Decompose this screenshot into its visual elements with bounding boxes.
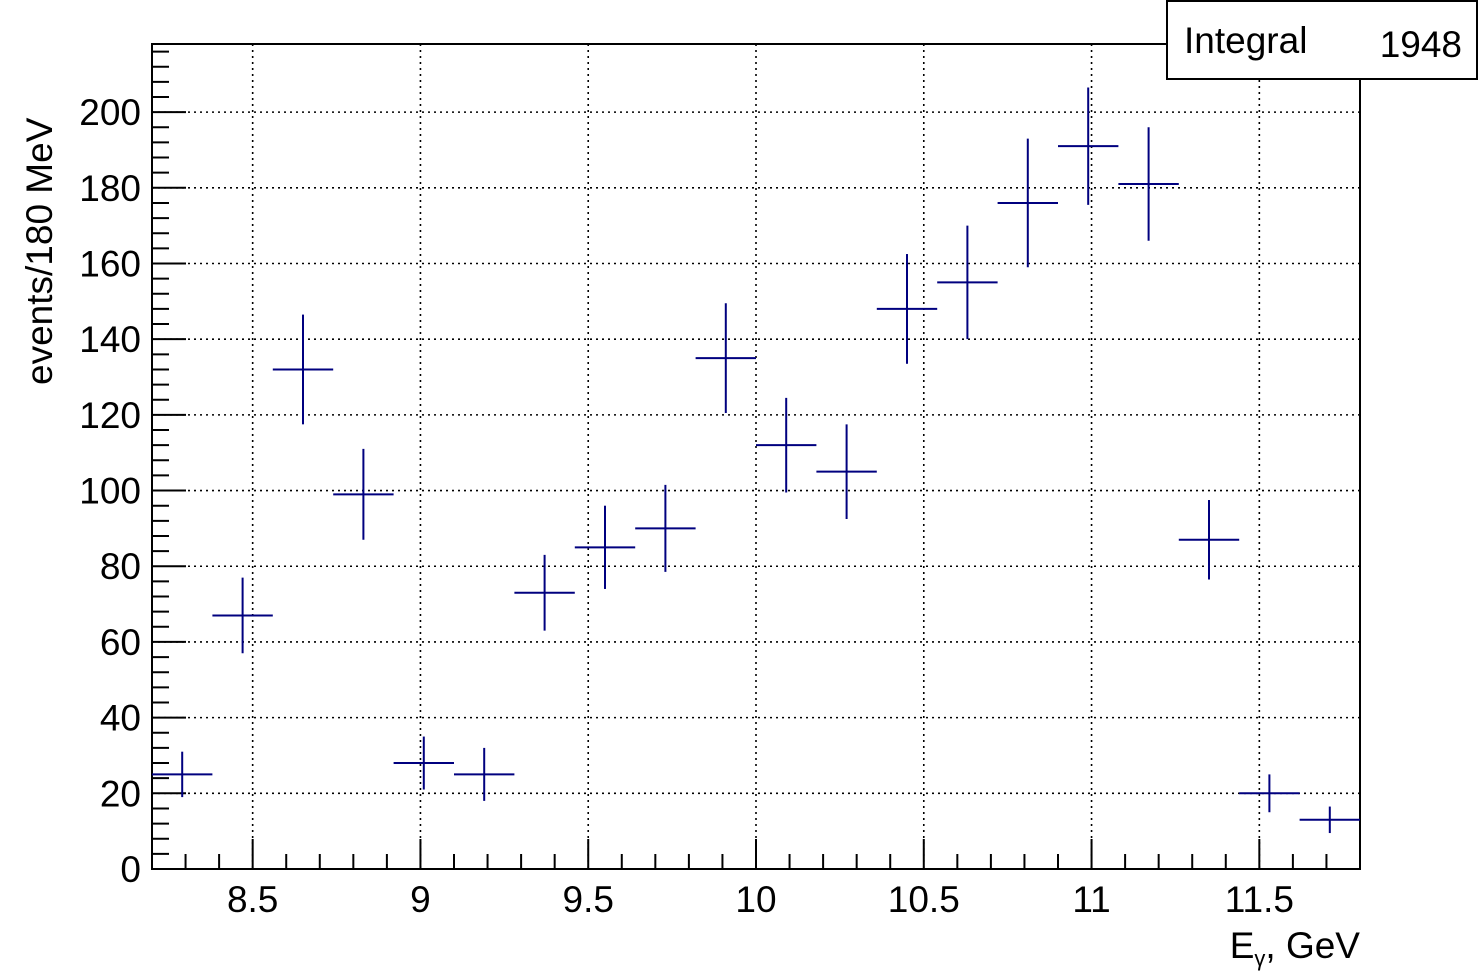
stats-label: Integral	[1184, 20, 1308, 61]
data-point	[393, 736, 454, 790]
data-point	[514, 554, 575, 631]
data-point	[333, 448, 394, 540]
y-tick-label: 160	[79, 243, 141, 284]
y-tick-label: 180	[79, 168, 141, 209]
data-point	[937, 225, 998, 340]
data-point	[1299, 806, 1360, 834]
x-tick-label: 11.5	[1225, 879, 1294, 920]
x-tick-label: 9	[410, 879, 431, 920]
data-point	[876, 254, 938, 364]
y-tick-label: 100	[79, 471, 141, 512]
x-tick-label: 9.5	[563, 879, 614, 920]
data-point	[1058, 87, 1119, 205]
data-point	[756, 397, 817, 493]
x-tick-label: 10.5	[888, 879, 960, 920]
data-point	[816, 424, 877, 519]
y-tick-label: 140	[79, 319, 141, 360]
data-point	[454, 747, 515, 801]
y-tick-label: 20	[100, 773, 141, 814]
data-point	[635, 484, 696, 572]
data-point	[1178, 500, 1240, 580]
y-tick-label: 40	[100, 698, 141, 739]
x-axis-title: Eγ, GeV	[1230, 925, 1361, 971]
plot-border	[151, 43, 1361, 870]
y-tick-label: 0	[120, 849, 141, 890]
y-tick-label: 120	[79, 395, 141, 436]
data-point	[695, 303, 756, 413]
stats-box: Integral 1948	[1166, 0, 1478, 80]
tick-labels: 8.5 9 9.5 10 10.5 11 11.5 0 20 40 60 80 100 120 140 160…	[79, 92, 1294, 920]
data-point	[574, 505, 636, 589]
data-points	[152, 87, 1360, 834]
stats-value: 1948	[1379, 24, 1462, 65]
y-tick-label: 80	[100, 546, 141, 587]
x-tick-label: 11	[1072, 879, 1110, 920]
data-point	[152, 751, 213, 798]
y-tick-label: 60	[100, 622, 141, 663]
y-tick-label: 200	[79, 92, 141, 133]
x-tick-label: 8.5	[227, 879, 278, 920]
x-tick-label: 10	[735, 879, 776, 920]
data-point	[1118, 127, 1179, 241]
axis-ticks	[152, 50, 1361, 870]
data-point	[272, 314, 334, 425]
grid	[152, 44, 1360, 869]
y-axis-title: events/180 MeV	[19, 117, 60, 385]
data-point	[212, 577, 273, 654]
data-point	[1239, 774, 1300, 813]
plot-frame	[151, 43, 1361, 870]
data-point	[997, 138, 1058, 268]
